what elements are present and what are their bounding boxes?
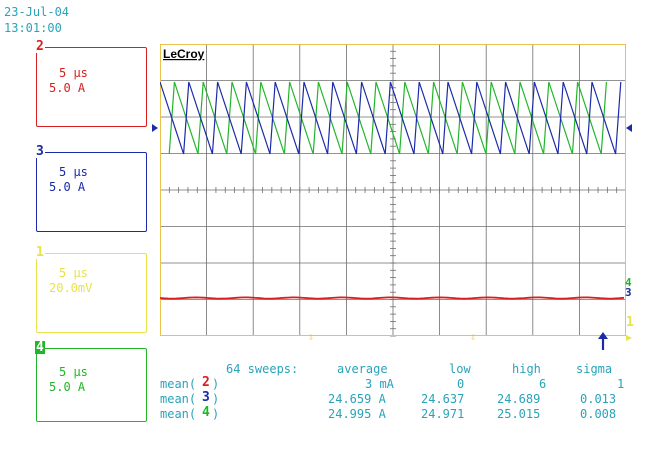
channel-2-timebase: 5 µs [59, 66, 88, 80]
channel-2-descriptor[interactable]: 2 5 µs 5.0 A [35, 40, 147, 127]
row-label-post: ) [212, 407, 220, 421]
channel-4-number: 4 [35, 340, 45, 355]
channel-3-scale: 5.0 A [49, 180, 86, 194]
header-sigma: sigma [576, 362, 613, 376]
row-label-post: ) [212, 377, 220, 391]
row-sigma: 0.008 [580, 407, 617, 421]
row-channel: 4 [202, 405, 210, 420]
row-average: 3 mA [365, 377, 394, 391]
graticule [160, 44, 626, 337]
ch1-level-arrow [626, 335, 632, 341]
row-low: 0 [457, 377, 465, 391]
channel-3-descriptor[interactable]: 3 5 µs 5.0 A [35, 145, 147, 232]
channel-1-scale: 20.0mV [49, 281, 93, 295]
sweeps-label: 64 sweeps: [226, 362, 299, 376]
header-average: average [337, 362, 388, 376]
row-sigma: 1 [617, 377, 625, 391]
row-low: 24.971 [421, 407, 465, 421]
row-channel: 3 [202, 390, 210, 405]
channel-3-timebase: 5 µs [59, 165, 88, 179]
channel-1-number: 1 [35, 245, 45, 260]
date-label: 23-Jul-04 [4, 5, 70, 19]
channel-2-trace [160, 296, 625, 300]
channel-2-scale: 5.0 A [49, 81, 86, 95]
row-high: 6 [539, 377, 547, 391]
right-level-marker [626, 124, 632, 132]
row-label-pre: mean( [160, 392, 197, 406]
left-level-marker [152, 124, 158, 132]
row-sigma: 0.013 [580, 392, 617, 406]
row-label-pre: mean( [160, 407, 197, 421]
row-low: 24.637 [421, 392, 465, 406]
row-label-pre: mean( [160, 377, 197, 391]
header-low: low [449, 362, 471, 376]
display-frame [160, 44, 626, 336]
row-label-post: ) [212, 392, 220, 406]
channel-4-descriptor[interactable]: 4 5 µs 5.0 A [35, 341, 147, 422]
channel-4-scale: 5.0 A [49, 380, 86, 394]
lecroy-logo: LeCroy [163, 47, 205, 61]
time-label: 13:01:00 [4, 21, 62, 35]
header-high: high [512, 362, 541, 376]
row-channel: 2 [202, 375, 210, 390]
channel-2-number: 2 [35, 39, 45, 54]
row-average: 24.995 A [328, 407, 386, 421]
ch1-right-marker: 1 [626, 315, 634, 330]
waveform-display[interactable]: LeCroy [160, 44, 626, 346]
channel-4-timebase: 5 µs [59, 365, 88, 379]
row-high: 25.015 [497, 407, 541, 421]
channel-3-trace [160, 81, 622, 155]
row-high: 24.689 [497, 392, 541, 406]
row-average: 24.659 A [328, 392, 386, 406]
channel-3-number: 3 [35, 144, 45, 159]
channel-1-timebase: 5 µs [59, 266, 88, 280]
channel-1-descriptor[interactable]: 1 5 µs 20.0mV [35, 246, 147, 333]
ch4-right-marker: 4 [625, 276, 632, 289]
